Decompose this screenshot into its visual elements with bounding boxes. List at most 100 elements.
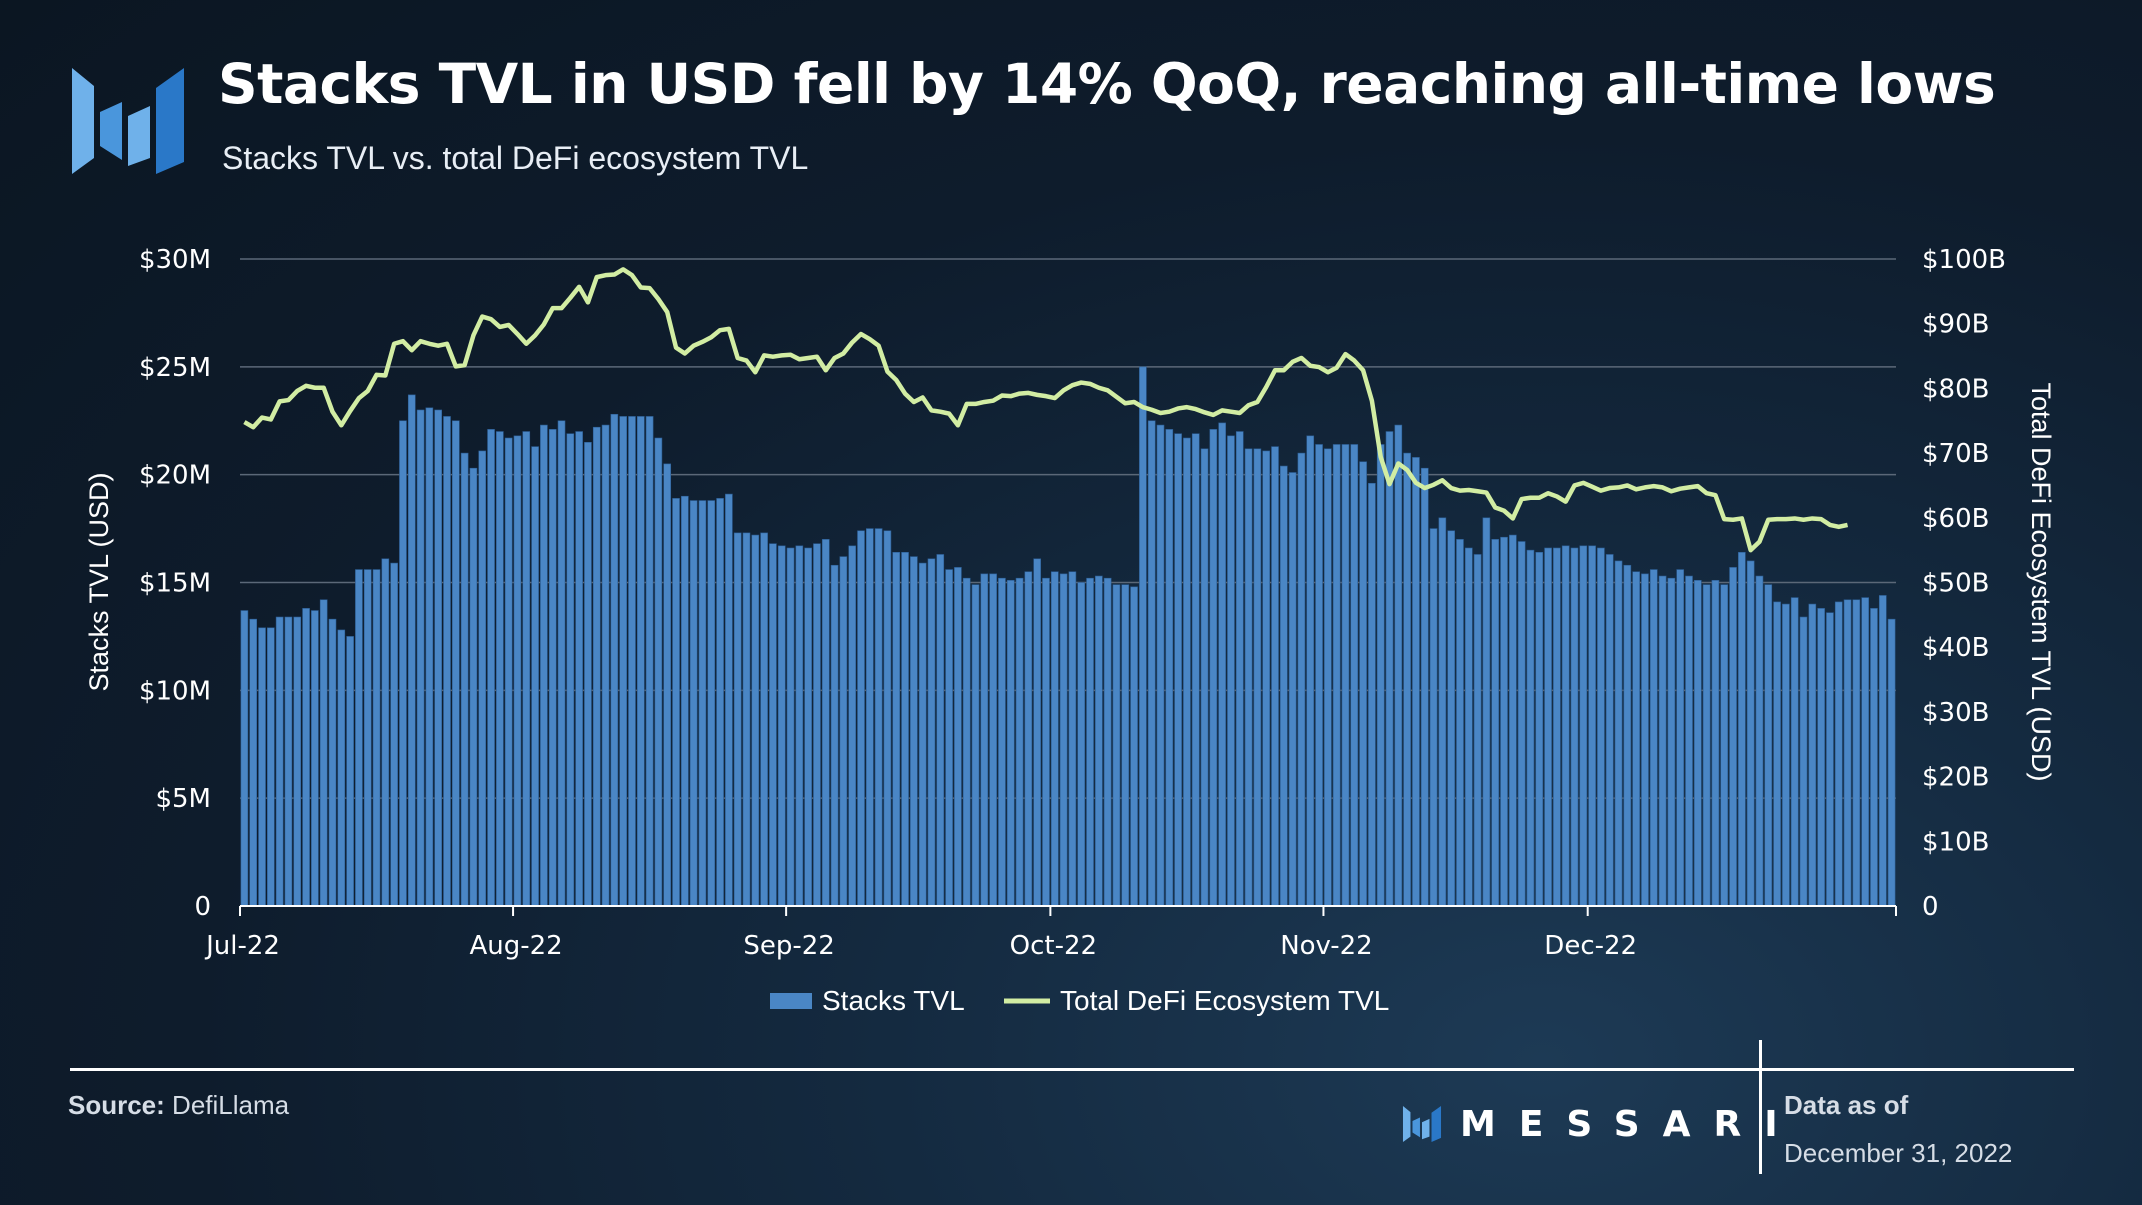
stacks-tvl-bar — [267, 627, 275, 907]
stacks-tvl-bar — [434, 409, 443, 907]
stacks-tvl-bar — [1720, 584, 1729, 907]
stacks-tvl-bar — [443, 416, 451, 907]
stacks-tvl-bar — [998, 577, 1006, 907]
stacks-tvl-bar — [1385, 431, 1394, 907]
left-axis-tick-label: 0 — [194, 892, 211, 922]
stacks-tvl-bar — [716, 498, 724, 907]
right-axis-tick-label: $60B — [1922, 504, 1989, 534]
stacks-tvl-bar — [381, 558, 390, 907]
stacks-tvl-bar — [1755, 575, 1764, 907]
stacks-tvl-bar — [1544, 547, 1552, 907]
x-axis-tick-label: Aug-22 — [469, 931, 562, 961]
stacks-tvl-bar — [487, 429, 495, 907]
chart-subtitle: Stacks TVL vs. total DeFi ecosystem TVL — [222, 140, 809, 176]
stacks-tvl-bar — [1685, 575, 1693, 907]
stacks-tvl-bar — [1112, 584, 1121, 907]
stacks-tvl-bar — [645, 416, 654, 907]
stacks-tvl-bar — [1623, 564, 1632, 907]
stacks-tvl-bar — [1394, 424, 1403, 907]
right-axis-tick-label: 0 — [1922, 892, 1939, 922]
stacks-tvl-bar — [1641, 573, 1649, 907]
stacks-tvl-bar — [513, 435, 522, 907]
stacks-tvl-bar — [1068, 571, 1077, 907]
stacks-tvl-bar — [531, 446, 539, 907]
stacks-tvl-bar — [337, 629, 346, 907]
stacks-tvl-bar — [698, 500, 707, 907]
stacks-tvl-bar — [725, 493, 733, 907]
stacks-tvl-bar — [1050, 571, 1059, 907]
stacks-tvl-bar — [777, 545, 786, 907]
stacks-tvl-bar — [372, 569, 381, 907]
stacks-tvl-bar — [1262, 450, 1270, 907]
right-axis-tick-label: $70B — [1922, 439, 1989, 469]
stacks-tvl-bar — [1183, 437, 1191, 907]
stacks-tvl-bar — [1297, 452, 1306, 907]
source-value: DefiLlama — [172, 1090, 290, 1120]
stacks-tvl-bar — [1790, 597, 1799, 907]
stacks-tvl-bar — [1535, 552, 1544, 907]
stacks-tvl-bar — [1826, 612, 1834, 907]
stacks-tvl-bar — [1332, 444, 1341, 907]
stacks-tvl-bar — [425, 407, 434, 907]
stacks-tvl-bar — [1412, 457, 1420, 907]
stacks-tvl-bar — [1218, 422, 1226, 907]
left-axis-tick-label: $20M — [139, 461, 211, 491]
source-note: Source: DefiLlama — [68, 1090, 289, 1121]
stacks-tvl-bar — [1403, 452, 1411, 907]
stacks-tvl-bar — [1632, 571, 1640, 907]
stacks-tvl-bar — [592, 426, 601, 907]
right-axis-tick-label: $40B — [1922, 633, 1989, 663]
left-axis-tick-label: $5M — [155, 784, 211, 814]
stacks-tvl-bar — [601, 424, 610, 907]
stacks-tvl-bar — [1359, 461, 1367, 907]
stacks-tvl-bar — [249, 618, 258, 907]
stacks-tvl-bar — [1315, 444, 1323, 907]
stacks-tvl-bar — [936, 554, 945, 907]
legend-label-defi-tvl: Total DeFi Ecosystem TVL — [1060, 985, 1389, 1016]
stacks-tvl-bar — [795, 545, 804, 907]
messari-wordmark: MESSARI — [1460, 1103, 1801, 1145]
stacks-tvl-bar — [760, 532, 768, 907]
stacks-tvl-bar — [1086, 577, 1094, 907]
stacks-tvl-bar — [522, 431, 531, 907]
stacks-tvl-bar — [258, 627, 266, 907]
stacks-tvl-bar — [1509, 534, 1517, 907]
stacks-tvl-bar — [989, 573, 997, 907]
stacks-tvl-bar — [865, 528, 874, 907]
stacks-tvl-bar — [557, 420, 566, 907]
stacks-tvl-bar — [469, 467, 478, 907]
stacks-tvl-bar — [945, 569, 953, 907]
right-axis-tick-label: $10B — [1922, 827, 1989, 857]
stacks-tvl-bar — [1121, 584, 1130, 907]
stacks-tvl-bar — [874, 528, 883, 907]
stacks-tvl-bar — [1878, 595, 1887, 907]
right-axis-tick-label: $50B — [1922, 569, 1989, 599]
stacks-tvl-bar — [1526, 549, 1535, 907]
stacks-tvl-bar — [399, 420, 407, 907]
x-axis-ticks: Jul-22 Aug-22 Sep-22 Oct-22 Nov-22 Dec-22 — [204, 906, 1637, 961]
stacks-tvl-bar — [1271, 446, 1279, 907]
stacks-tvl-bar — [548, 429, 557, 907]
stacks-tvl-bar — [584, 442, 592, 907]
stacks-tvl-bar — [1235, 431, 1244, 907]
stacks-tvl-bar — [769, 543, 777, 907]
stacks-tvl-bar — [1376, 444, 1385, 907]
stacks-tvl-bar — [813, 543, 821, 907]
stacks-tvl-bar — [1139, 366, 1147, 907]
stacks-tvl-bar — [319, 599, 328, 907]
stacks-tvl-bar — [654, 437, 663, 907]
stacks-tvl-bar — [707, 500, 716, 907]
stacks-tvl-bar — [496, 431, 504, 907]
stacks-tvl-bar — [1729, 567, 1737, 907]
x-axis-tick-label: Jul-22 — [204, 931, 280, 961]
stacks-tvl-bar — [1702, 584, 1711, 907]
stacks-tvl-bar — [1517, 541, 1526, 907]
stacks-tvl-bar — [962, 577, 971, 907]
stacks-tvl-bar — [1147, 420, 1156, 907]
stacks-tvl-bar — [1306, 435, 1315, 907]
stacks-tvl-bar — [1861, 597, 1869, 907]
stacks-tvl-bar — [390, 562, 398, 907]
stacks-tvl-bar — [1808, 603, 1817, 907]
stacks-tvl-bar — [1773, 601, 1781, 907]
